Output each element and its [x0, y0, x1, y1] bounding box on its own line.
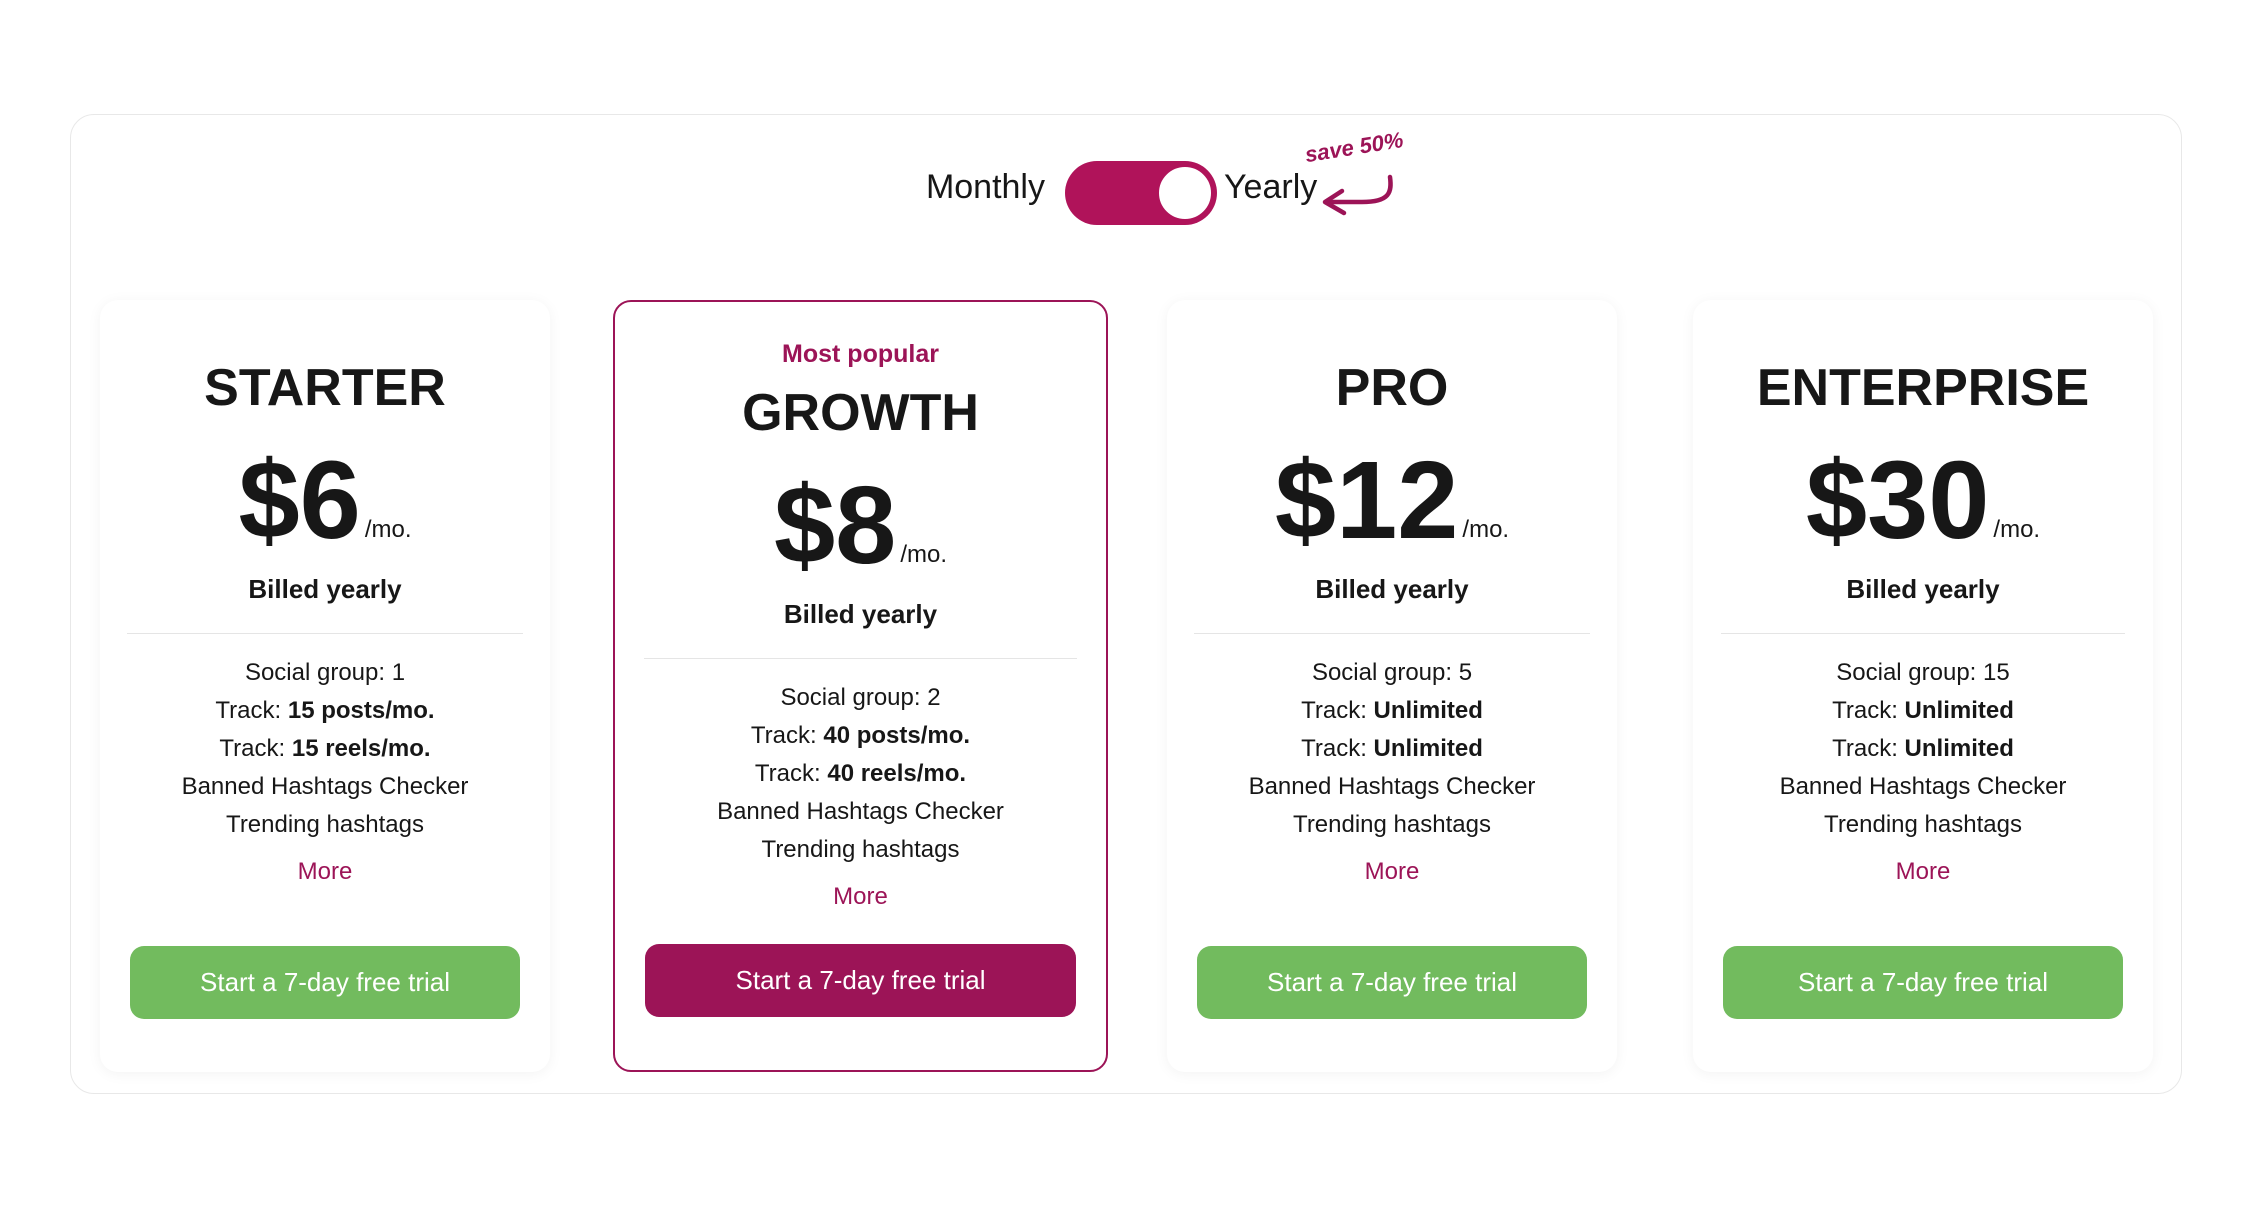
svg-text:save 50%: save 50%	[1303, 132, 1405, 167]
